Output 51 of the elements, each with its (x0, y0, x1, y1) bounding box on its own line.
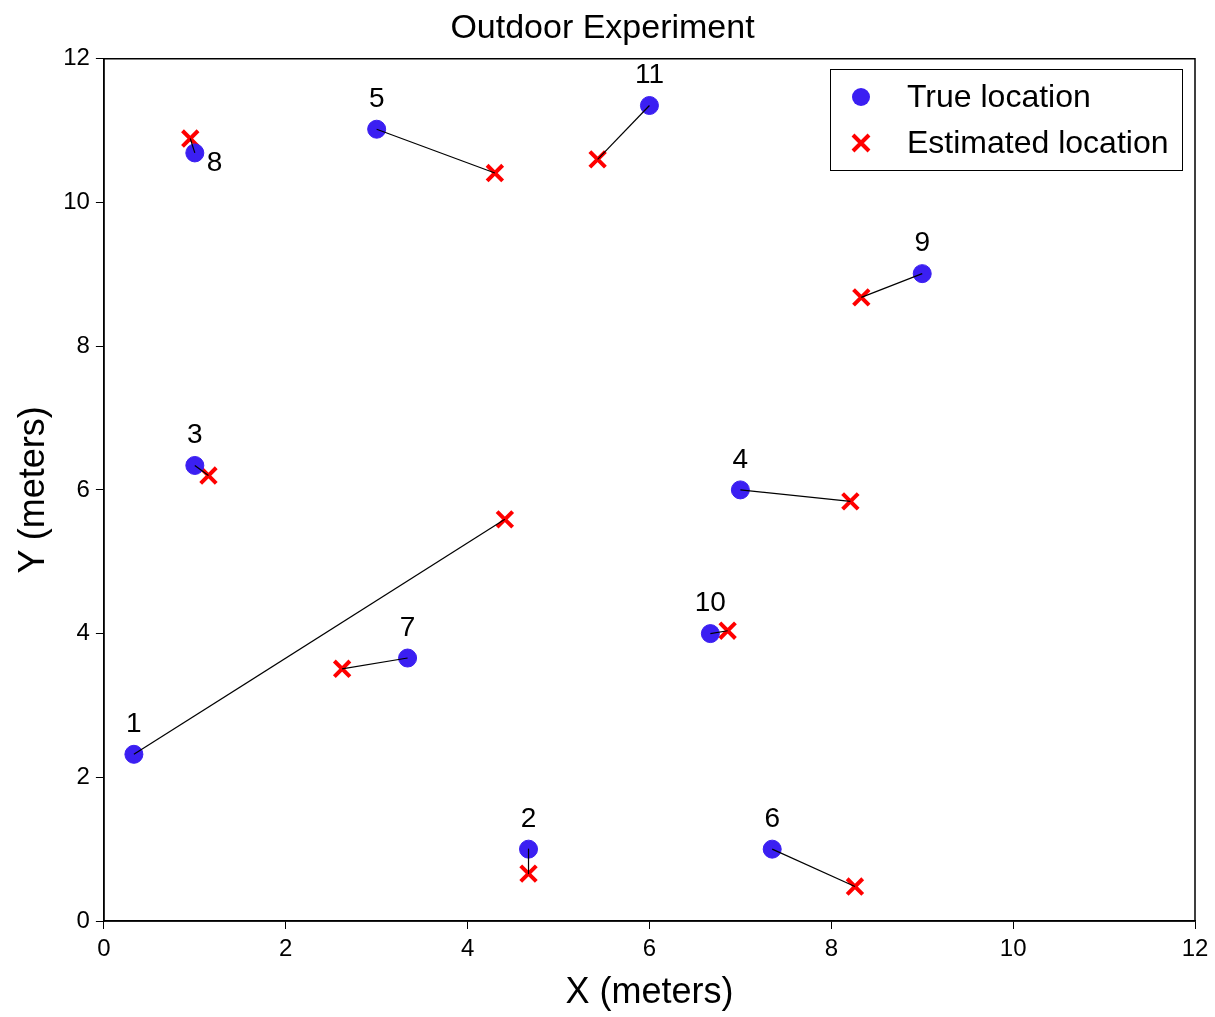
x-tick-label: 8 (824, 934, 838, 962)
point (367, 119, 387, 139)
y-tick-label: 8 (76, 330, 90, 358)
x-tick-label: 10 (999, 934, 1027, 962)
legend-label: Estimated location (907, 124, 1169, 162)
annotation: 8 (206, 145, 223, 177)
x-tick-label: 2 (279, 934, 293, 962)
y-tick-label: 4 (76, 618, 90, 646)
point (180, 128, 201, 149)
point (124, 744, 144, 764)
annotation: 5 (368, 81, 385, 113)
y-tick-label: 0 (76, 905, 90, 933)
y-tick-label: 10 (63, 187, 90, 215)
annotation: 1 (126, 707, 142, 739)
point (185, 455, 205, 475)
annotation: 2 (520, 801, 537, 833)
point (762, 839, 782, 859)
point (485, 163, 505, 183)
y-tick-label: 12 (63, 43, 90, 71)
point (840, 491, 861, 512)
x-tick-label: 0 (97, 934, 111, 962)
annotation: 11 (634, 58, 664, 90)
point (851, 287, 872, 308)
annotation: 4 (732, 442, 749, 474)
point (198, 465, 219, 486)
point (518, 863, 539, 884)
annotation: 3 (187, 418, 203, 450)
point (717, 620, 738, 641)
y-tick-label: 2 (76, 761, 90, 789)
x-tick-label: 4 (460, 934, 475, 962)
point (730, 480, 750, 500)
point (912, 264, 932, 284)
chart-title: Outdoor Experiment (450, 6, 756, 45)
legend-label: True location (907, 78, 1091, 116)
point (495, 509, 515, 530)
y-tick-label: 6 (76, 474, 90, 502)
point (185, 143, 205, 163)
point (700, 624, 720, 644)
y-axis-title: Y (meters) (10, 406, 52, 574)
annotation: 10 (694, 586, 726, 618)
x-axis-title: X (meters) (565, 970, 734, 1012)
point (398, 648, 418, 668)
annotation: 9 (914, 226, 931, 258)
annotation: 7 (399, 610, 416, 642)
point (519, 839, 539, 859)
x-tick-label: 12 (1181, 934, 1209, 962)
point (639, 96, 659, 115)
annotation: 6 (764, 801, 780, 833)
x-tick-label: 6 (642, 934, 657, 962)
point (845, 876, 865, 897)
point (332, 659, 352, 679)
